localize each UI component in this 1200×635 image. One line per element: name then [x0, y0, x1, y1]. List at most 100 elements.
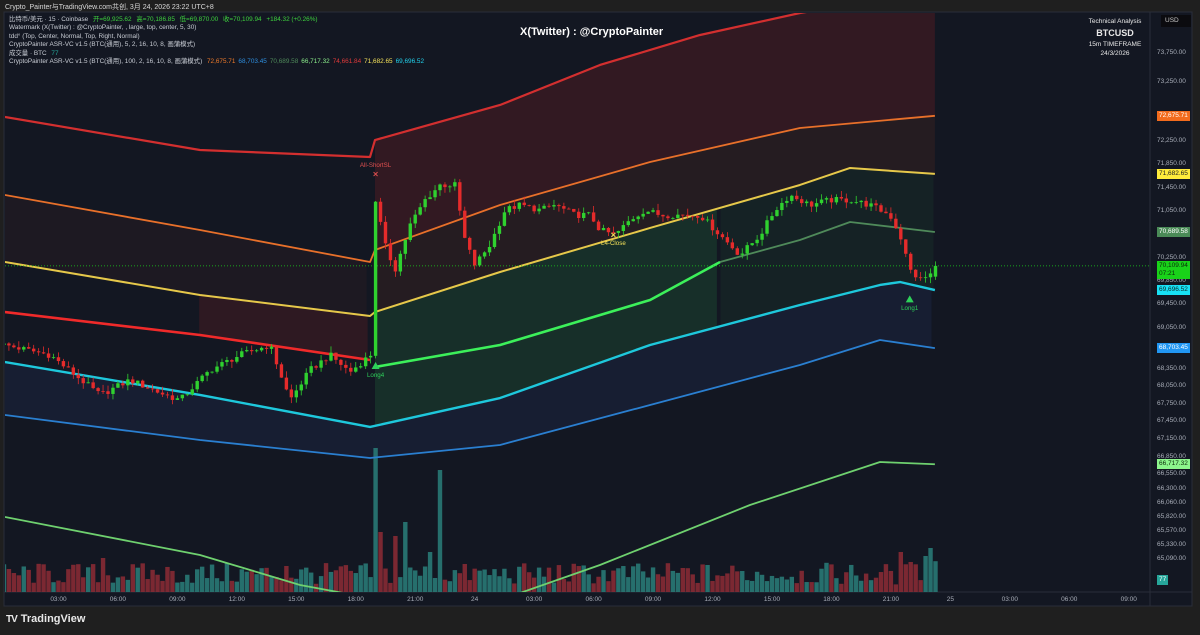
currency-button[interactable]: USD: [1161, 15, 1191, 27]
candle: [923, 271, 928, 283]
volume-bar: [576, 566, 581, 592]
fill-cyan-blue: [5, 282, 932, 458]
candle: [552, 199, 556, 211]
volume-bar: [393, 536, 398, 592]
candle-body: [611, 232, 616, 234]
candle-body: [755, 239, 759, 244]
time-tick-label: 03:00: [1001, 596, 1018, 603]
candle-body: [274, 346, 279, 365]
candle: [562, 202, 566, 214]
price-tick-label: 70,250.00: [1157, 253, 1186, 261]
legend-indicator-1[interactable]: CryptoPainter ASR-VC v1.5 (BTC(通用), 5, 2…: [9, 41, 196, 49]
candle-body: [824, 198, 829, 200]
candle: [800, 195, 804, 207]
info-table: Technical Analysis BTCUSD 15m TIMEFRAME …: [1080, 18, 1150, 57]
candle-body: [894, 218, 898, 229]
candle: [41, 346, 46, 355]
tradingview-logo[interactable]: TV TradingView: [6, 613, 85, 625]
triangle-up-icon: [371, 362, 380, 370]
candle: [36, 348, 41, 356]
candle-body: [923, 277, 928, 279]
candle: [368, 351, 373, 364]
candle: [671, 216, 675, 220]
candle: [715, 227, 720, 240]
candle-body: [324, 360, 328, 362]
price-tick-label: 69,050.00: [1157, 323, 1186, 331]
legend-indicator-2-row[interactable]: CryptoPainter ASR-VC v1.5 (BTC(通用), 100,…: [9, 58, 430, 66]
fill-left-upper: [5, 194, 367, 316]
volume-bar: [110, 582, 116, 592]
candle-body: [220, 362, 224, 367]
legend-volume-row[interactable]: 成交量 · BTC 77: [9, 50, 430, 58]
legend-watermark-indicator[interactable]: Watermark (X(Twitter) : @CryptoPainter, …: [9, 24, 197, 32]
volume-bar: [209, 564, 215, 592]
candle-body: [913, 269, 918, 278]
volume-bar: [170, 570, 175, 592]
candle-body: [136, 380, 140, 384]
price-tick-label: 65,330.00: [1157, 541, 1186, 549]
volume-bar: [660, 576, 666, 592]
candle: [329, 346, 333, 362]
tradingview-brand: TradingView: [20, 613, 86, 625]
candle-body: [681, 214, 685, 216]
candle-body: [36, 351, 41, 353]
volume-bar: [908, 562, 913, 592]
candle: [785, 196, 789, 208]
legend-symbol-row[interactable]: 比特币/美元 · 15 · Coinbase 开=69,925.62 高=70,…: [9, 16, 430, 24]
candle: [819, 194, 824, 205]
volume-bar: [566, 581, 572, 592]
candle-body: [819, 199, 824, 204]
indicator-value: 74,661.84: [332, 58, 362, 66]
candle: [96, 386, 100, 395]
candle-body: [126, 379, 130, 386]
candle: [621, 220, 626, 236]
candle-body: [909, 253, 913, 270]
window-title: Crypto_Painter与TradingView.com共创, 3月 24,…: [5, 4, 214, 11]
volume-bar: [794, 583, 799, 592]
volume-bar: [422, 566, 428, 592]
candle-body: [745, 245, 749, 254]
legend-table-indicator[interactable]: tdd° (Top, Center, Normal, Top, Right, N…: [9, 32, 140, 40]
candle: [289, 384, 294, 404]
time-tick-label: 15:00: [288, 596, 305, 603]
candles: [5, 178, 938, 405]
candle: [611, 226, 616, 234]
volume-bar: [725, 573, 730, 592]
candle: [572, 208, 576, 213]
band-green-strong-line: [374, 260, 721, 369]
candle-body: [666, 216, 670, 219]
volume-bar: [749, 580, 755, 592]
volume-bar: [56, 580, 61, 592]
candle: [160, 386, 165, 398]
volume-bar: [145, 579, 150, 592]
candle: [76, 369, 80, 385]
candle-body: [259, 347, 264, 351]
candle-body: [408, 223, 412, 240]
volume-bar: [234, 581, 240, 592]
candle: [180, 394, 185, 402]
band-cyan-line: [5, 280, 936, 429]
candle-body: [770, 216, 774, 221]
cross-icon: [373, 171, 378, 177]
candle-body: [889, 213, 893, 219]
candle-body: [468, 237, 472, 250]
candle-body: [507, 206, 512, 213]
price-tag: 71,682.65: [1157, 168, 1190, 179]
volume-bar: [735, 571, 740, 592]
candle-body: [631, 219, 635, 222]
candle: [438, 183, 442, 196]
candle: [482, 251, 487, 259]
volume-bar: [16, 575, 22, 592]
candle-body: [740, 253, 744, 255]
fill-orange-yellow: [374, 115, 935, 313]
candle: [616, 230, 621, 238]
fill-bull-zone: [374, 208, 717, 426]
volume-bar: [789, 576, 794, 592]
indicator-value: 71,682.65: [364, 58, 393, 66]
volume-bar: [214, 578, 220, 592]
candle-body: [933, 265, 938, 277]
volume-bar: [740, 571, 745, 592]
price-tick-label: 67,450.00: [1157, 417, 1186, 425]
candle: [581, 207, 586, 222]
